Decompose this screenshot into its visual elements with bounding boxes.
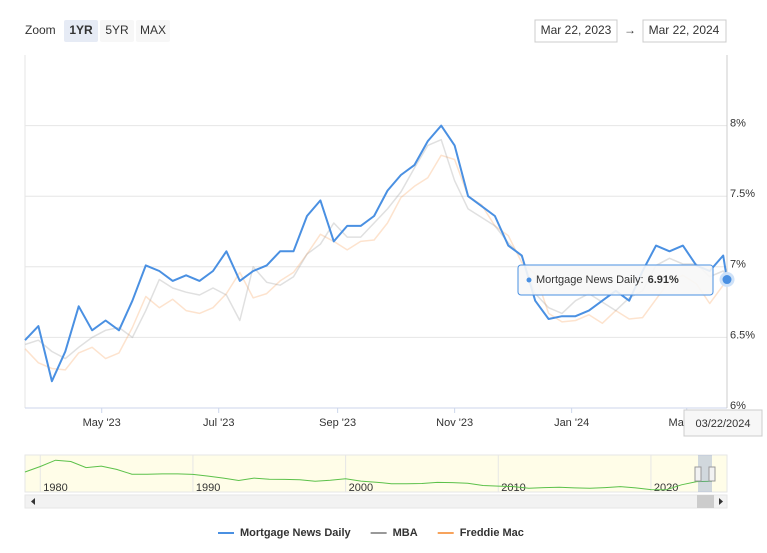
scrollbar-thumb[interactable] [697,495,714,508]
navigator-bg [24,454,728,493]
tooltip-box [517,264,714,296]
range-arrow: → [624,23,636,37]
scroll-left[interactable] [31,498,35,505]
y-tick-label: 6.5% [730,329,755,341]
navigator-tick-label: 2010 [501,482,525,494]
legend-label[interactable]: MBA [393,527,418,539]
tooltip-value: 6.91% [648,274,679,286]
navigator-line [24,459,713,491]
legend-item[interactable]: Freddie Mac [437,527,524,539]
to-input[interactable] [642,19,727,43]
date-badge [683,409,763,437]
navigator-tick-label: 1990 [196,482,220,494]
range-button-label[interactable]: MAX [140,23,166,37]
x-tick-label: Sep '23 [319,417,356,429]
y-tick-label: 8% [730,118,746,130]
navigator-tick-label: 1980 [43,482,67,494]
x-tick-label: Nov '23 [436,417,473,429]
tooltip-series: Mortgage News Daily: [536,274,644,286]
x-tick-label: Jul '23 [203,417,234,429]
navigator-mask [698,455,712,492]
scrollbar-track [24,494,728,509]
range-button-label[interactable]: 5YR [105,23,129,37]
tooltip-text: Mortgage News Daily: 6.91% [536,274,679,286]
date-badge-text: 03/22/2024 [695,418,750,430]
navigator-handle[interactable] [708,466,716,482]
x-tick-label: May '23 [83,417,121,429]
from-input[interactable] [534,19,618,43]
hover-point [719,272,735,288]
y-tick-label: 7% [730,259,746,271]
to-date[interactable]: Mar 22, 2024 [649,23,720,37]
legend-item[interactable]: MBA [370,527,418,539]
range-button[interactable] [136,20,170,42]
navigator-tick-label: 2000 [349,482,373,494]
y-tick-label: 6% [730,400,746,412]
series-line [24,124,728,383]
series-line [24,154,727,371]
legend-label[interactable]: Freddie Mac [460,527,524,539]
y-tick-label: 7.5% [730,188,755,200]
x-tick-label: Jan '24 [554,417,589,429]
range-button[interactable] [100,20,134,42]
scroll-right[interactable] [719,498,723,505]
range-button[interactable] [64,20,98,42]
legend-item[interactable]: Mortgage News Daily [218,527,352,539]
tooltip-dot [526,277,532,283]
series-line [24,138,728,360]
navigator-tick-label: 2020 [654,482,678,494]
from-date[interactable]: Mar 22, 2023 [541,23,612,37]
navigator-handle[interactable] [694,466,702,482]
legend-label[interactable]: Mortgage News Daily [240,527,352,539]
zoom-label: Zoom [25,23,56,37]
range-button-label[interactable]: 1YR [69,23,93,37]
